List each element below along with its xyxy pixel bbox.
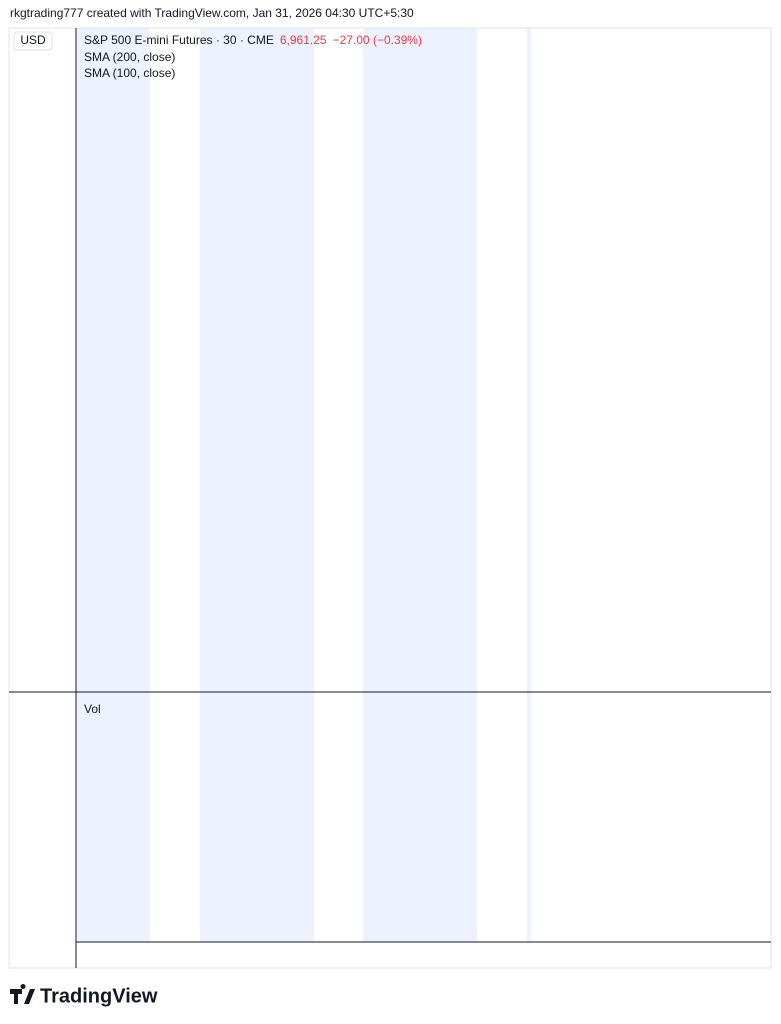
- session-band: [200, 28, 314, 942]
- logo-mark: [10, 984, 35, 1004]
- legend-change: −27.00 (−0.39%): [333, 33, 422, 47]
- legend-sma: SMA (200, close): [84, 50, 175, 64]
- symbol: S&P 500 E-mini Futures · 30 · CME: [84, 33, 274, 47]
- session-band: [77, 28, 150, 942]
- volume-label: Vol: [84, 702, 101, 716]
- legend-sma: SMA (100, close): [84, 66, 175, 80]
- session-band: [527, 28, 531, 942]
- attribution: rkgtrading777 created with TradingView.c…: [10, 6, 414, 20]
- sessions: [77, 28, 531, 942]
- legend-price: 6,961.25: [280, 33, 327, 47]
- logo: TradingView: [10, 984, 158, 1007]
- legend-title: S&P 500 E-mini Futures · 30 · CME 6,961.2…: [84, 33, 422, 47]
- brand: TradingView: [40, 985, 158, 1007]
- session-band: [363, 28, 477, 942]
- currency-box: [13, 31, 53, 51]
- currency: USD: [20, 33, 46, 47]
- frame: [8, 27, 772, 969]
